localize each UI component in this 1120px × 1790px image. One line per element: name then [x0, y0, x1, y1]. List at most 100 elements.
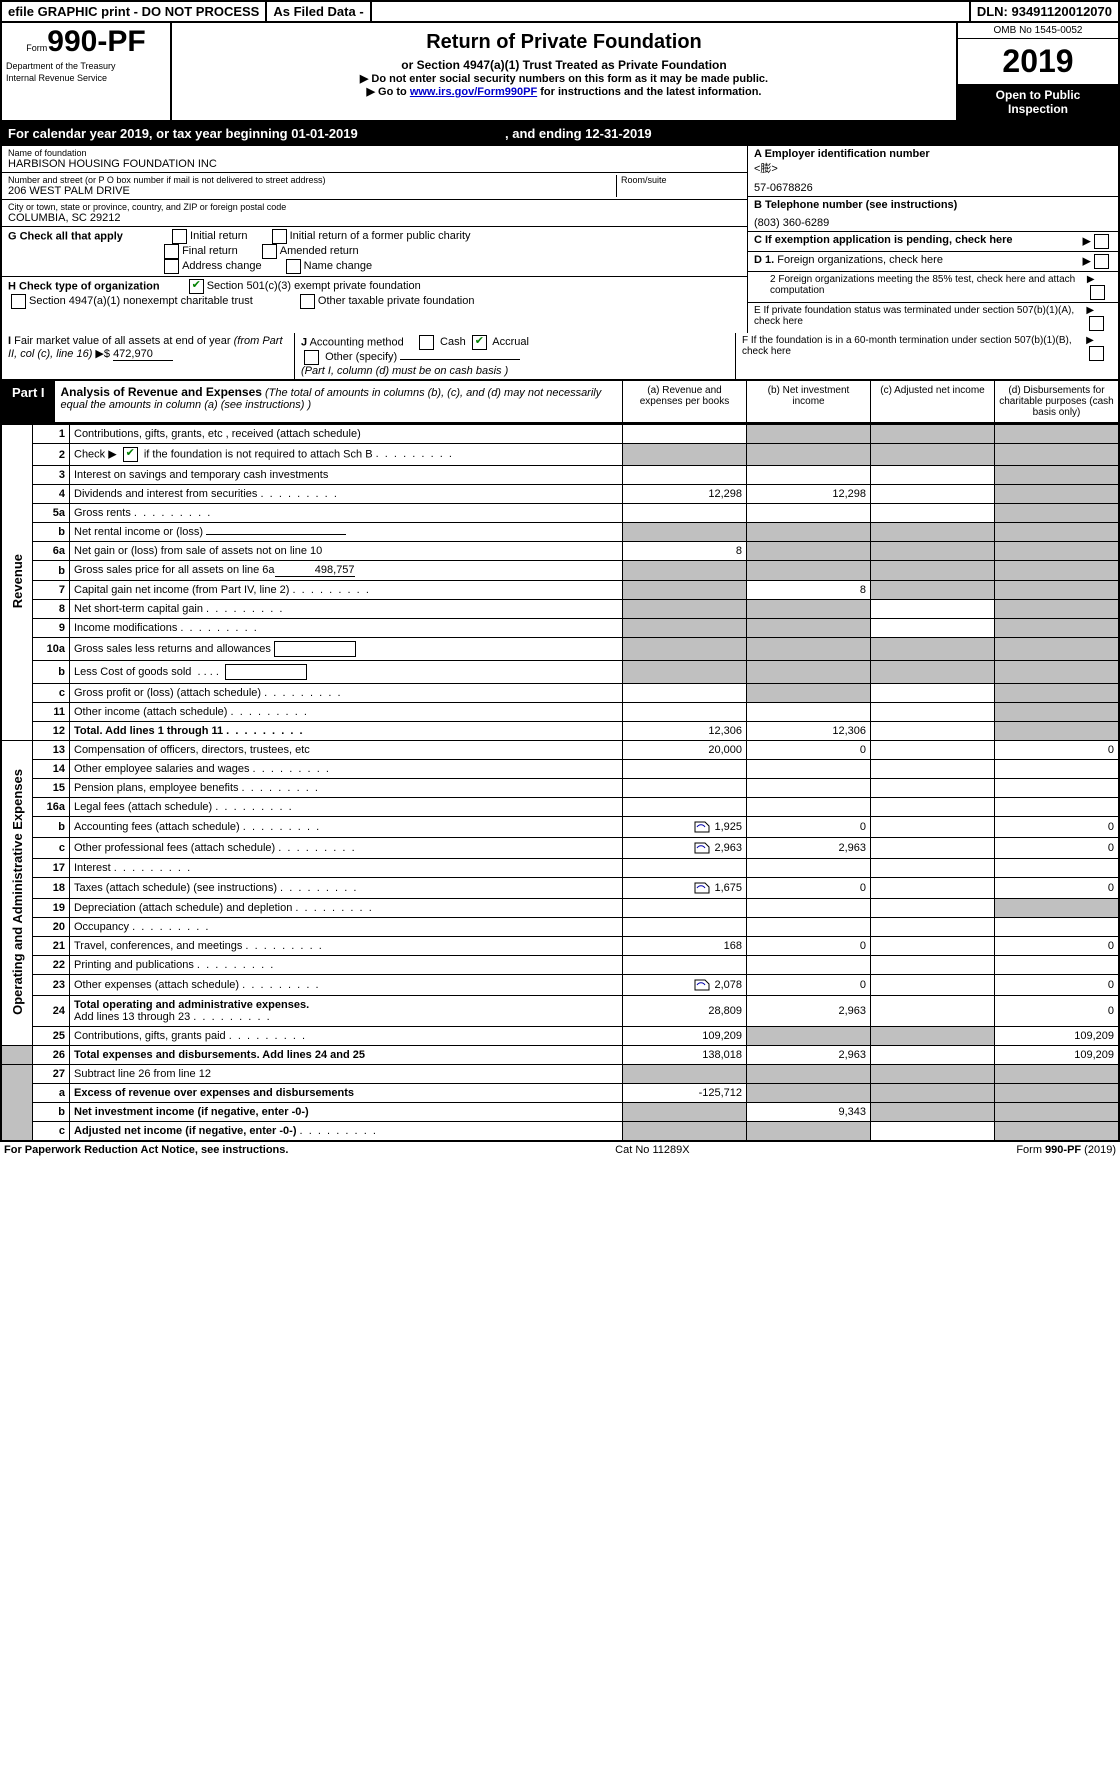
form-header: Form990-PF Department of the Treasury In…	[0, 23, 1120, 122]
part1-header: Part I Analysis of Revenue and Expenses …	[0, 381, 1120, 424]
cbx-namechg[interactable]: Name change	[283, 260, 373, 272]
table-row: bAccounting fees (attach schedule) 1,925…	[1, 817, 1119, 838]
table-row: cOther professional fees (attach schedul…	[1, 838, 1119, 859]
schb-checkbox[interactable]	[123, 447, 138, 462]
c-arrow-box[interactable]: ▶	[1083, 234, 1112, 249]
part1-desc: Analysis of Revenue and Expenses (The to…	[55, 381, 622, 422]
table-row: bNet rental income or (loss)	[1, 523, 1119, 542]
col-a-head: (a) Revenue and expenses per books	[622, 381, 746, 422]
ein: 57-0678826	[754, 182, 1112, 194]
table-row: 6aNet gain or (loss) from sale of assets…	[1, 542, 1119, 561]
ein-row: A Employer identification number<膨> 57-0…	[748, 146, 1118, 197]
d2-text: 2 Foreign organizations meeting the 85% …	[754, 274, 1087, 300]
ijf-row: I Fair market value of all assets at end…	[0, 333, 1120, 381]
a-label: A Employer identification number	[754, 148, 930, 160]
footer: For Paperwork Reduction Act Notice, see …	[0, 1142, 1120, 1158]
table-row: 7Capital gain net income (from Part IV, …	[1, 581, 1119, 600]
dln: DLN: 93491120012070	[971, 2, 1118, 21]
e-arrow-box[interactable]: ▶	[1086, 305, 1112, 331]
table-row: aExcess of revenue over expenses and dis…	[1, 1084, 1119, 1103]
table-row: Operating and Administrative Expenses 13…	[1, 741, 1119, 760]
attachment-icon[interactable]	[693, 841, 711, 855]
d1-row: D 1. Foreign organizations, check here ▶	[748, 252, 1118, 272]
g-label: G Check all that apply	[8, 230, 123, 242]
table-row: cAdjusted net income (if negative, enter…	[1, 1122, 1119, 1142]
table-row: 11Other income (attach schedule)	[1, 703, 1119, 722]
table-row: 4Dividends and interest from securities1…	[1, 485, 1119, 504]
d2-arrow-box[interactable]: ▶	[1087, 274, 1112, 300]
j-note: (Part I, column (d) must be on cash basi…	[301, 365, 508, 377]
topbar-spacer	[372, 2, 971, 21]
cbx-amended[interactable]: Amended return	[259, 245, 359, 257]
cbx-other[interactable]: Other (specify)	[301, 351, 397, 363]
table-row: 16aLegal fees (attach schedule)	[1, 798, 1119, 817]
cbx-other-tax[interactable]: Other taxable private foundation	[297, 295, 475, 307]
room-label: Room/suite	[621, 175, 741, 185]
table-row: 3Interest on savings and temporary cash …	[1, 466, 1119, 485]
phone-row: B Telephone number (see instructions) (8…	[748, 197, 1118, 232]
table-row: bGross sales price for all assets on lin…	[1, 561, 1119, 581]
e-row: E If private foundation status was termi…	[748, 303, 1118, 333]
city-label: City or town, state or province, country…	[8, 202, 741, 212]
name-row: Name of foundation HARBISON HOUSING FOUN…	[2, 146, 747, 173]
tax-year: 2019	[958, 39, 1118, 84]
f-cell: F If the foundation is in a 60-month ter…	[736, 333, 1118, 379]
h-check-row: H Check type of organization Section 501…	[2, 277, 747, 311]
cbx-4947[interactable]: Section 4947(a)(1) nonexempt charitable …	[8, 295, 253, 307]
part1-table: Revenue 1Contributions, gifts, grants, e…	[0, 424, 1120, 1142]
attachment-icon[interactable]	[693, 820, 711, 834]
omb-number: OMB No 1545-0052	[958, 23, 1118, 39]
col-b-head: (b) Net investment income	[746, 381, 870, 422]
table-row: 8Net short-term capital gain	[1, 600, 1119, 619]
address-row: Number and street (or P O box number if …	[2, 173, 747, 200]
table-row: Revenue 1Contributions, gifts, grants, e…	[1, 425, 1119, 444]
phone: (803) 360-6289	[754, 217, 1112, 229]
street-address: 206 WEST PALM DRIVE	[8, 185, 616, 197]
j-cell: J Accounting method Cash Accrual Other (…	[295, 333, 736, 379]
open-inspection: Open to Public Inspection	[958, 84, 1118, 120]
cbx-final[interactable]: Final return	[161, 245, 238, 257]
d2-row: 2 Foreign organizations meeting the 85% …	[748, 272, 1118, 303]
cbx-501c3[interactable]: Section 501(c)(3) exempt private foundat…	[186, 280, 421, 292]
revenue-rot: Revenue	[1, 425, 33, 741]
table-row: 19Depreciation (attach schedule) and dep…	[1, 899, 1119, 918]
table-row: 15Pension plans, employee benefits	[1, 779, 1119, 798]
e-text: E If private foundation status was termi…	[754, 305, 1086, 331]
footer-left: For Paperwork Reduction Act Notice, see …	[4, 1144, 288, 1156]
form-prefix: Form	[26, 43, 47, 53]
table-row: 10aGross sales less returns and allowanc…	[1, 638, 1119, 661]
table-row: 18Taxes (attach schedule) (see instructi…	[1, 878, 1119, 899]
form-number-cell: Form990-PF Department of the Treasury In…	[2, 23, 172, 120]
info-right: A Employer identification number<膨> 57-0…	[747, 146, 1118, 333]
col-c-head: (c) Adjusted net income	[870, 381, 994, 422]
cbx-address[interactable]: Address change	[161, 260, 262, 272]
table-row: 26Total expenses and disbursements. Add …	[1, 1046, 1119, 1065]
attachment-icon[interactable]	[693, 978, 711, 992]
title-cell: Return of Private Foundation or Section …	[172, 23, 958, 120]
i-cell: I Fair market value of all assets at end…	[2, 333, 295, 379]
table-row: 21Travel, conferences, and meetings16800	[1, 937, 1119, 956]
table-row: 9Income modifications	[1, 619, 1119, 638]
i-value: 472,970	[113, 348, 173, 361]
info-left: Name of foundation HARBISON HOUSING FOUN…	[2, 146, 747, 333]
irs-link[interactable]: www.irs.gov/Form990PF	[410, 86, 537, 98]
cbx-initial[interactable]: Initial return	[169, 230, 247, 242]
instr-link-pre: ▶ Go to	[367, 86, 410, 98]
cbx-accrual[interactable]: Accrual	[469, 336, 529, 348]
attachment-icon[interactable]	[693, 881, 711, 895]
instr-link-row: ▶ Go to www.irs.gov/Form990PF for instru…	[176, 85, 952, 98]
efile-notice: efile GRAPHIC print - DO NOT PROCESS	[2, 2, 267, 21]
city-row: City or town, state or province, country…	[2, 200, 747, 227]
f-arrow-box[interactable]: ▶	[1086, 335, 1112, 377]
dept-irs: Internal Revenue Service	[6, 73, 166, 83]
addr-label: Number and street (or P O box number if …	[8, 175, 616, 185]
g-check-row: G Check all that apply Initial return In…	[2, 227, 747, 277]
col-d-head: (d) Disbursements for charitable purpose…	[994, 381, 1118, 422]
cbx-cash[interactable]: Cash	[416, 336, 466, 348]
foundation-name: HARBISON HOUSING FOUNDATION INC	[8, 158, 741, 170]
table-row: 12Total. Add lines 1 through 1112,30612,…	[1, 722, 1119, 741]
table-row: 5aGross rents	[1, 504, 1119, 523]
cbx-initial-former[interactable]: Initial return of a former public charit…	[269, 230, 471, 242]
c-row: C If exemption application is pending, c…	[748, 232, 1118, 252]
d1-arrow-box[interactable]: ▶	[1083, 254, 1112, 269]
